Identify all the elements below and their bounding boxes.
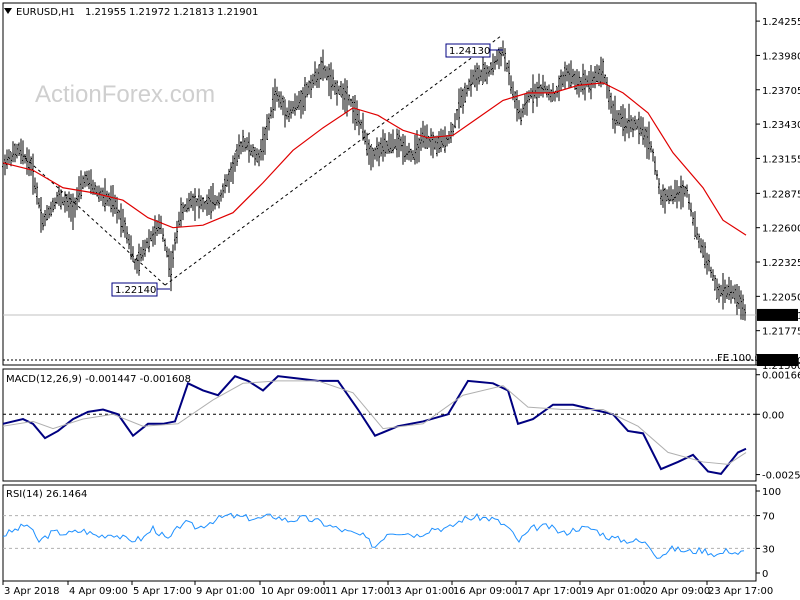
macd-title: MACD(12,26,9) -0.001447 -0.001608 [6,374,191,385]
macd-y-tick-label: 0.00166 [762,371,800,382]
moving-average-line [2,82,747,236]
low-label: 1.22140 [115,285,156,296]
dropdown-arrow-icon[interactable] [4,8,12,14]
price-y-tick-label: 1.23430 [762,120,800,131]
watermark-text: ActionForex.com [35,81,215,108]
price-y-tick-label: 1.21775 [762,327,800,338]
macd-panel-frame [2,368,757,482]
symbol-label: EURUSD,H1 [16,7,75,18]
x-tick-label: 11 Apr 17:00 [325,586,390,597]
rsi-y-tick-label: 0 [762,569,768,580]
axes-layer: 1.24255 1.23980 1.23705 1.23430 1.23155 1.228… [2,17,800,597]
trend-line-down [24,157,166,286]
rsi-y-tick-label: 30 [762,544,775,555]
rsi-layer [2,512,756,559]
price-panel-frame [2,2,757,366]
ohlc-close: 1.21901 [217,7,258,18]
x-tick-label: 5 Apr 17:00 [133,586,192,597]
price-y-tick-label: 1.22050 [762,292,800,303]
macd-y-tick-label: -0.00253 [762,471,800,482]
ohlc-low: 1.21813 [173,7,214,18]
macd-series-macd [2,374,747,475]
macd-layer [2,374,756,475]
price-y-tick-label: 1.21500 [762,361,800,372]
fe-label: FE 100.0 [717,353,761,364]
x-tick-label: 19 Apr 01:00 [581,586,646,597]
x-tick-label: 23 Apr 17:00 [708,586,773,597]
price-y-tick-label: 1.22875 [762,189,800,200]
x-tick-label: 4 Apr 09:00 [69,586,128,597]
x-tick-label: 13 Apr 01:00 [389,586,454,597]
ohlc-open: 1.21955 [85,7,126,18]
ohlc-high: 1.21972 [129,7,170,18]
x-tick-label: 20 Apr 09:00 [645,586,710,597]
rsi-y-tick-label: 70 [762,512,775,523]
price-y-tick-label: 1.23705 [762,86,800,97]
price-y-tick-label: 1.22325 [762,258,800,269]
x-tick-label: 16 Apr 09:00 [453,586,518,597]
price-series-layer: 1.24130 1.22140 FE 100.0 [2,40,761,364]
rsi-y-tick-label: 100 [762,487,781,498]
price-y-tick-label: 1.22600 [762,224,800,235]
macd-series-signal [2,380,747,465]
price-tag: 1.21901 [762,311,800,322]
x-tick-label: 3 Apr 2018 [4,586,59,597]
price-tag: 1.21540 [762,356,800,367]
high-label: 1.24130 [449,46,490,57]
x-tick-label: 17 Apr 17:00 [517,586,582,597]
x-tick-label: 9 Apr 01:00 [196,586,255,597]
rsi-title: RSI(14) 26.1464 [6,489,87,500]
price-y-tick-label: 1.24255 [762,17,800,28]
x-tick-label: 10 Apr 09:00 [261,586,326,597]
price-tag-box [757,308,798,321]
rsi-panel-frame [2,484,757,582]
price-tag-box [757,354,798,367]
price-y-tick-label: 1.23155 [762,154,800,165]
macd-y-tick-label: 0.00 [762,410,784,421]
rsi-series-line [2,512,745,559]
price-y-tick-label: 1.23980 [762,51,800,62]
